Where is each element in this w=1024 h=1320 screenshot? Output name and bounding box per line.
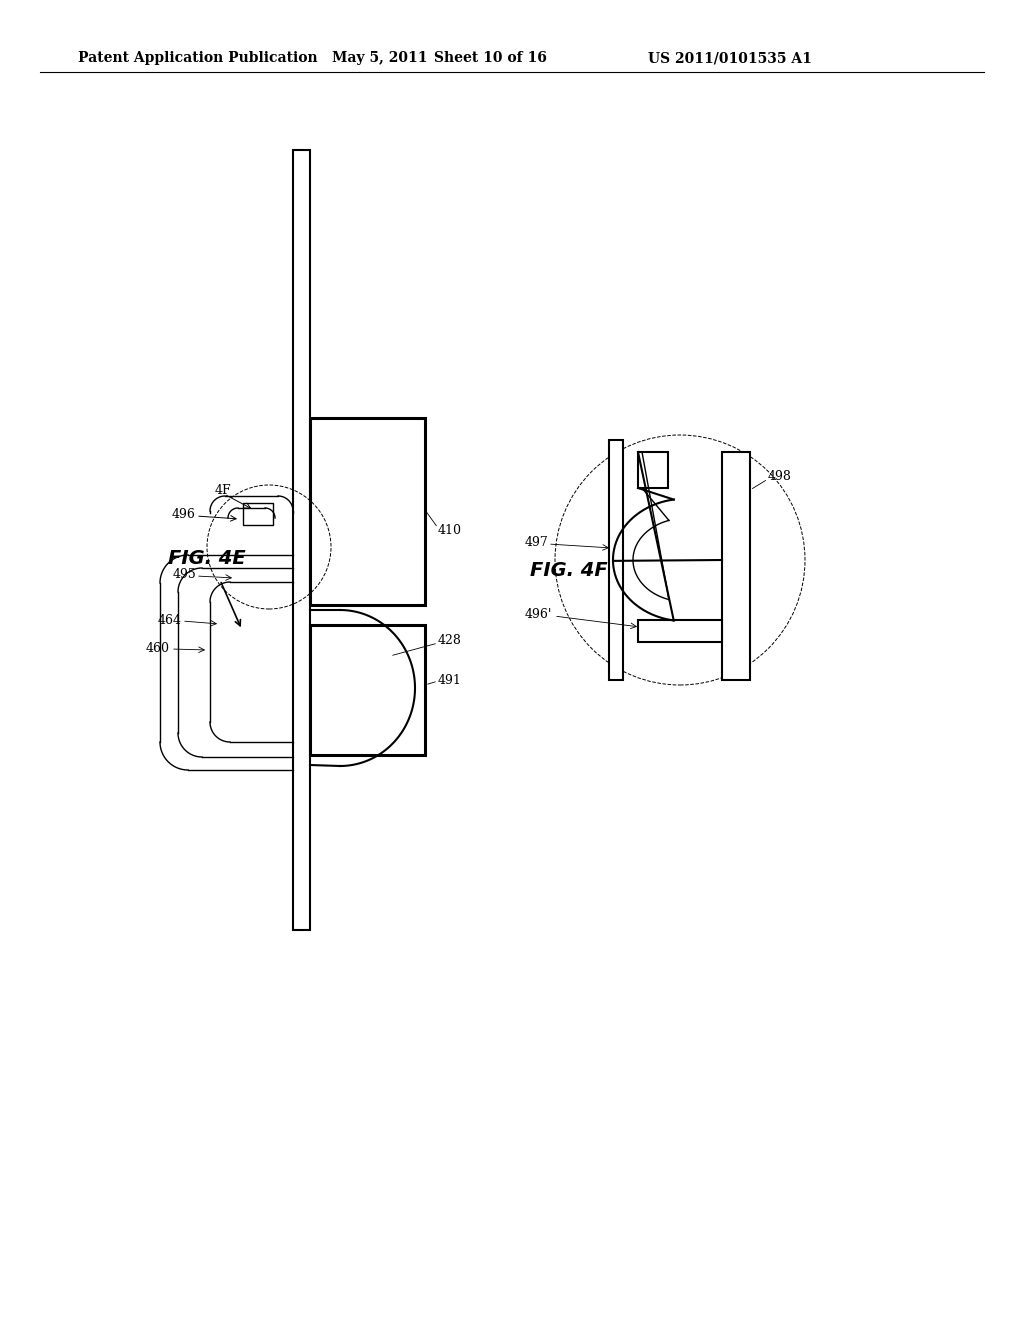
Text: 4F: 4F	[215, 483, 231, 496]
Bar	[638, 620, 722, 642]
Text: 460: 460	[146, 642, 170, 655]
Text: Sheet 10 of 16: Sheet 10 of 16	[433, 51, 547, 65]
Bar	[722, 451, 750, 680]
Text: 496': 496'	[524, 607, 552, 620]
Bar	[310, 624, 425, 755]
Text: US 2011/0101535 A1: US 2011/0101535 A1	[648, 51, 812, 65]
Text: 498: 498	[768, 470, 792, 483]
Text: 464: 464	[158, 614, 182, 627]
Text: 495: 495	[172, 569, 196, 582]
Bar	[243, 503, 273, 525]
Bar	[638, 451, 668, 488]
Text: 410: 410	[438, 524, 462, 536]
Text: FIG. 4F: FIG. 4F	[530, 561, 608, 579]
Text: 496: 496	[172, 508, 196, 521]
Text: 497: 497	[524, 536, 548, 549]
Bar	[609, 440, 623, 680]
Text: Patent Application Publication: Patent Application Publication	[78, 51, 317, 65]
Text: 491: 491	[438, 673, 462, 686]
Bar	[293, 150, 310, 931]
Text: FIG. 4E: FIG. 4E	[168, 549, 246, 568]
Bar	[310, 418, 425, 605]
Text: May 5, 2011: May 5, 2011	[332, 51, 428, 65]
Text: 428: 428	[438, 634, 462, 647]
